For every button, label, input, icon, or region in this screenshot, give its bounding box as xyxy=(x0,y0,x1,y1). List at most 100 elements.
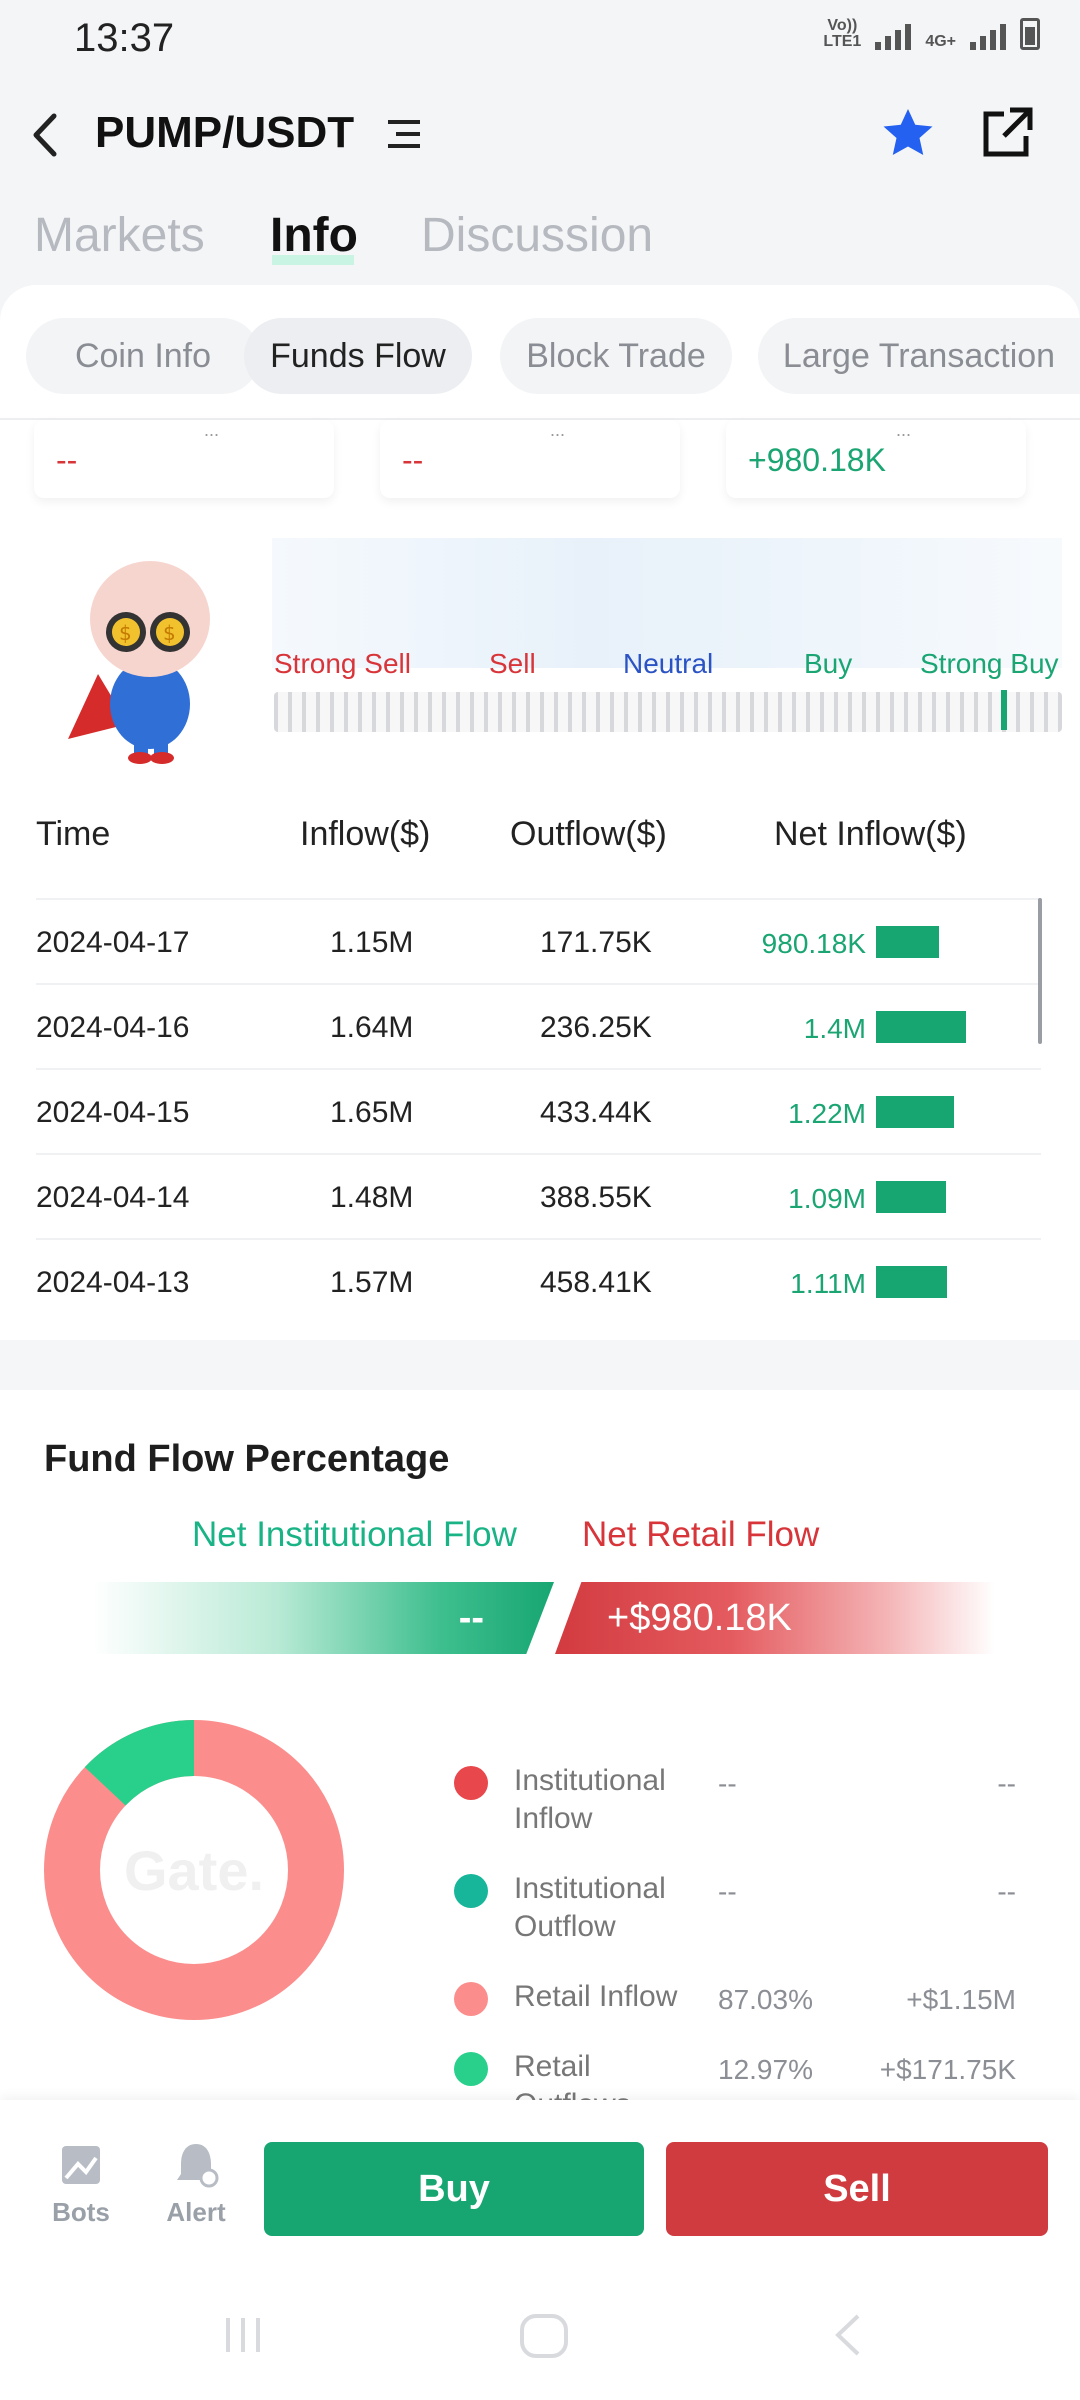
institutional-flow-bar: -- xyxy=(92,1582,554,1654)
legend-name: Retail Outflows xyxy=(514,2050,631,2100)
volte-icon: Vo)) LTE1 xyxy=(823,17,862,50)
col-time: Time xyxy=(36,815,111,853)
sentiment-buy: Buy xyxy=(804,648,853,679)
sentiment-strong-sell: Strong Sell xyxy=(274,648,411,679)
buy-button[interactable]: Buy xyxy=(264,2142,644,2236)
sell-button[interactable]: Sell xyxy=(666,2142,1048,2236)
retail-flow-bar: +$980.18K xyxy=(555,1582,995,1654)
share-icon[interactable] xyxy=(980,104,1036,160)
table-row: 2024-04-16 1.64M 236.25K 1.4M xyxy=(36,983,1041,1068)
legend-dot-icon xyxy=(454,1874,488,1908)
legend-percent: -- xyxy=(718,1768,737,1799)
fund-flow-title: Fund Flow Percentage xyxy=(44,1438,450,1480)
row-net-bar xyxy=(876,1011,966,1043)
row-outflow: 236.25K xyxy=(540,1011,652,1044)
signal-icon xyxy=(875,24,912,50)
alert-icon xyxy=(177,2144,219,2188)
svg-text:$: $ xyxy=(163,621,176,645)
legend-dot-icon xyxy=(454,2052,488,2086)
sentiment-indicator xyxy=(1001,690,1007,730)
summary-value-3: +980.18K xyxy=(748,442,886,478)
row-outflow: 388.55K xyxy=(540,1181,652,1214)
signal-icon-2 xyxy=(970,24,1006,50)
row-net-bar xyxy=(876,1266,947,1298)
summary-value-2: -- xyxy=(402,442,424,478)
col-inflow: Inflow($) xyxy=(300,815,431,853)
legend-item: Retail Outflows 12.97% +$171.75K xyxy=(454,2048,1054,2100)
fund-flow-donut: Gate. xyxy=(44,1720,344,2020)
summary-card-1: ... -- xyxy=(34,420,334,498)
subtab-funds-flow[interactable]: Funds Flow xyxy=(244,318,472,394)
legend-dot-icon xyxy=(454,1766,488,1800)
tab-discussion[interactable]: Discussion xyxy=(421,209,654,262)
row-time: 2024-04-14 xyxy=(36,1181,190,1214)
pair-switch-icon[interactable] xyxy=(386,116,422,152)
recent-apps-icon[interactable] xyxy=(218,2310,268,2373)
sentiment-scale xyxy=(274,692,1062,732)
subtab-block-trade[interactable]: Block Trade xyxy=(500,318,732,394)
legend-percent: 12.97% xyxy=(718,2054,813,2085)
legend-item: Institutional Outflow -- -- xyxy=(454,1870,1054,1960)
status-bar: 13:37 Vo)) LTE1 4G+ xyxy=(0,0,1080,80)
legend-name: Institutional Inflow xyxy=(514,1764,666,1835)
bots-nav[interactable]: Bots xyxy=(46,2140,116,2228)
favorite-star-icon[interactable] xyxy=(878,104,938,164)
battery-icon xyxy=(1020,18,1040,50)
row-net-inflow: 1.4M xyxy=(803,1013,866,1044)
institutional-flow-label: Net Institutional Flow xyxy=(192,1515,517,1554)
tab-markets[interactable]: Markets xyxy=(34,209,205,262)
row-time: 2024-04-16 xyxy=(36,1011,190,1044)
row-net-inflow: 1.09M xyxy=(788,1183,866,1214)
mascot-icon: $ $ xyxy=(58,554,228,764)
system-back-icon[interactable] xyxy=(828,2310,868,2373)
row-time: 2024-04-13 xyxy=(36,1266,190,1299)
gate-watermark: Gate. xyxy=(124,1839,264,1902)
legend-item: Retail Inflow 87.03% +$1.15M xyxy=(454,1978,1054,2068)
row-inflow: 1.64M xyxy=(330,1011,414,1044)
pair-title[interactable]: PUMP/USDT xyxy=(95,108,355,157)
table-row: 2024-04-15 1.65M 433.44K 1.22M xyxy=(36,1068,1041,1153)
sentiment-neutral: Neutral xyxy=(623,648,714,679)
home-icon[interactable] xyxy=(518,2310,570,2375)
row-net-bar xyxy=(876,926,939,958)
row-net-inflow: 1.22M xyxy=(788,1098,866,1129)
legend-amount: +$1.15M xyxy=(906,1984,1016,2015)
legend-percent: 87.03% xyxy=(718,1984,813,2015)
row-inflow: 1.65M xyxy=(330,1096,414,1129)
sentiment-strong-buy: Strong Buy xyxy=(920,648,1059,679)
subtab-divider xyxy=(0,418,1080,420)
alert-label: Alert xyxy=(166,2197,226,2227)
subtab-large-transaction[interactable]: Large Transaction xyxy=(758,318,1080,394)
table-row: 2024-04-14 1.48M 388.55K 1.09M xyxy=(36,1153,1041,1238)
retail-outflow-arc xyxy=(44,1720,344,2020)
row-net-bar xyxy=(876,1096,954,1128)
row-time: 2024-04-17 xyxy=(36,926,190,959)
summary-value-1: -- xyxy=(56,442,78,478)
table-scrollbar[interactable] xyxy=(1038,898,1042,1044)
info-tabs xyxy=(0,200,1080,290)
legend-amount: -- xyxy=(997,1876,1016,1907)
row-net-bar xyxy=(876,1181,946,1213)
legend-name: Institutional Outflow xyxy=(514,1872,666,1943)
active-tab-underline xyxy=(272,255,354,265)
row-outflow: 458.41K xyxy=(540,1266,652,1299)
status-icons: Vo)) LTE1 4G+ xyxy=(823,18,1040,50)
summary-card-2: ... -- xyxy=(380,420,680,498)
legend-amount: +$171.75K xyxy=(879,2054,1016,2085)
legend-name: Retail Inflow xyxy=(514,1980,678,2013)
row-outflow: 171.75K xyxy=(540,926,652,959)
row-inflow: 1.57M xyxy=(330,1266,414,1299)
retail-flow-label: Net Retail Flow xyxy=(582,1515,820,1554)
bots-label: Bots xyxy=(52,2197,110,2227)
subtab-coin-info[interactable]: Coin Info xyxy=(26,318,260,394)
row-inflow: 1.15M xyxy=(330,926,414,959)
table-row: 2024-04-17 1.15M 171.75K 980.18K xyxy=(36,898,1041,983)
legend-dot-icon xyxy=(454,1982,488,2016)
row-net-inflow: 980.18K xyxy=(761,928,866,959)
back-icon[interactable] xyxy=(26,110,66,160)
row-outflow: 433.44K xyxy=(540,1096,652,1129)
alert-nav[interactable]: Alert xyxy=(158,2140,234,2228)
4g-icon: 4G+ xyxy=(925,33,956,50)
row-inflow: 1.48M xyxy=(330,1181,414,1214)
tab-info[interactable]: Info xyxy=(270,209,358,262)
